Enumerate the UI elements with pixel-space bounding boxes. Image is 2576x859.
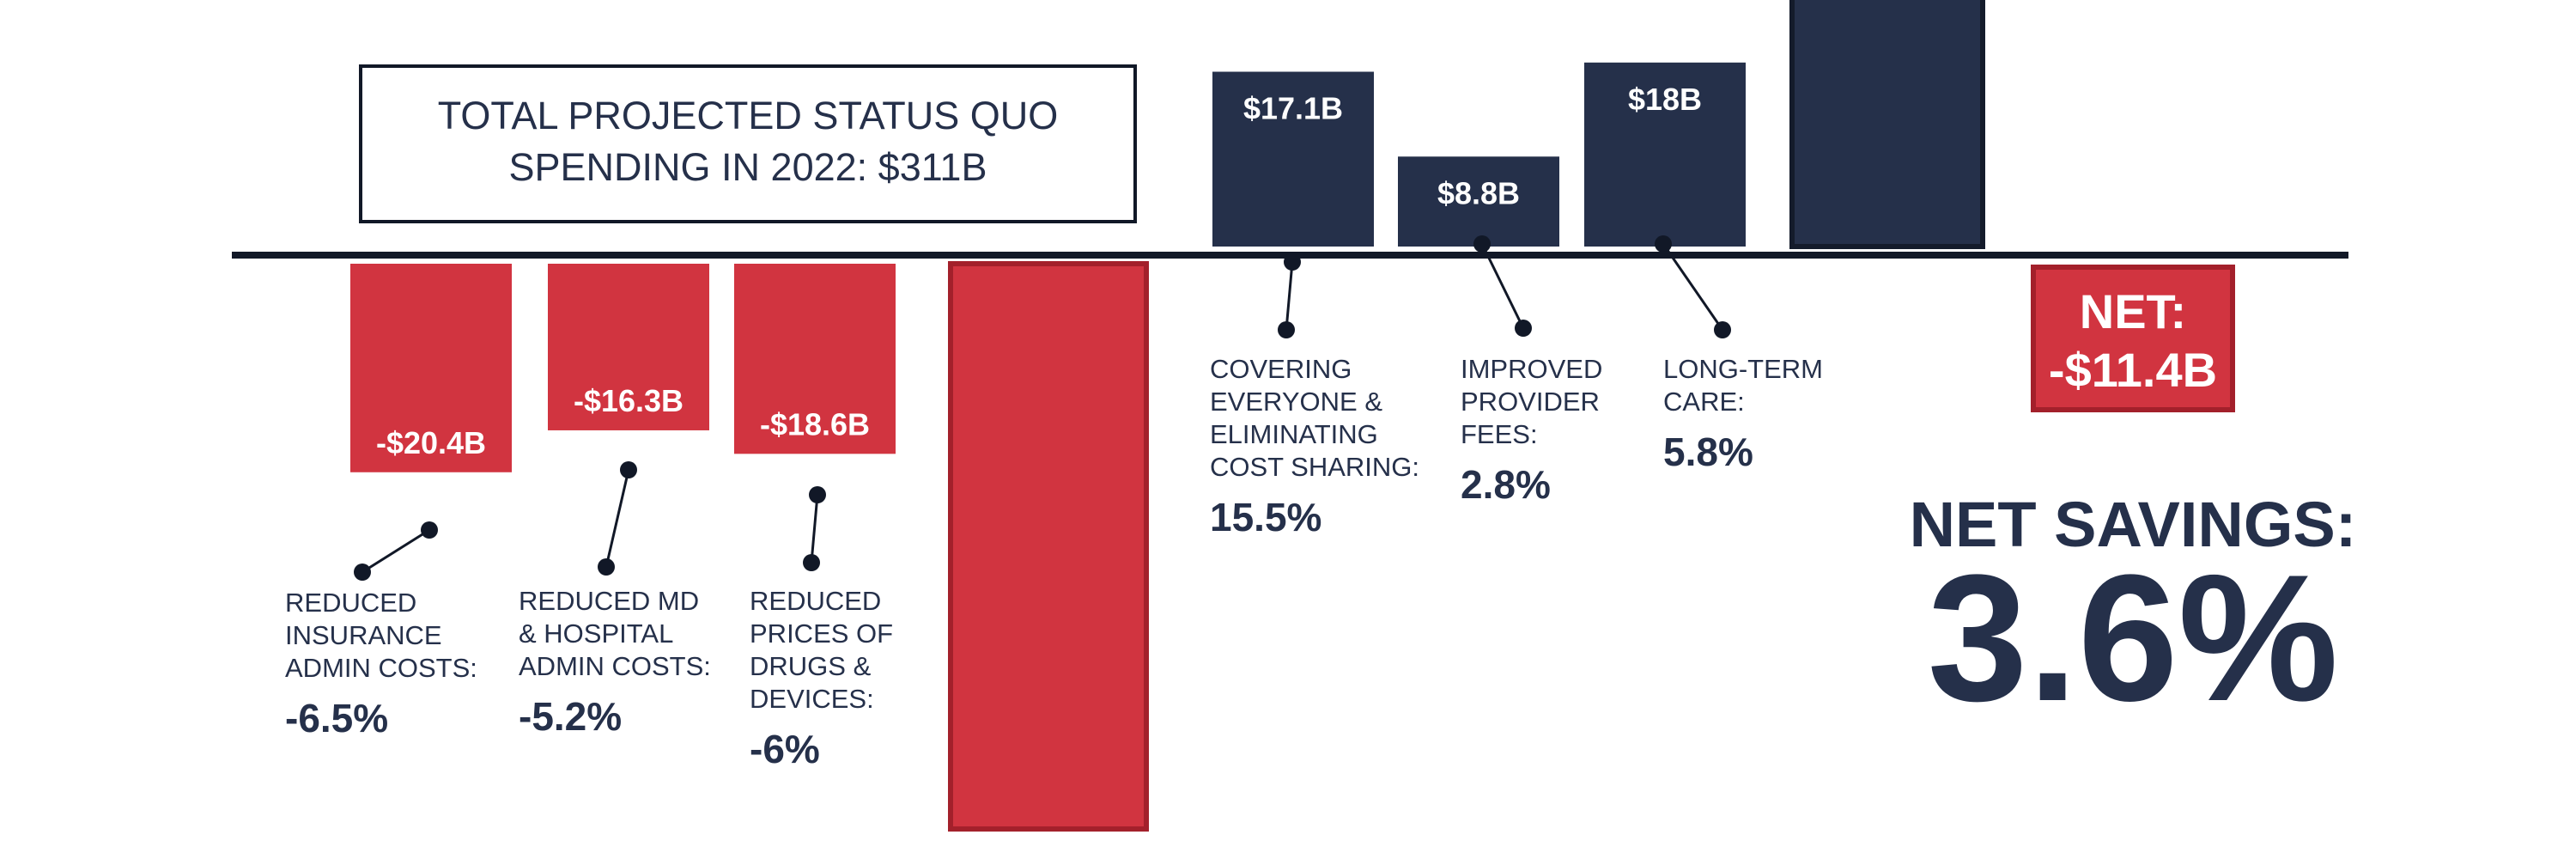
leader-dot bbox=[354, 564, 371, 581]
bar-covering-everyone bbox=[1212, 71, 1374, 247]
leader-line bbox=[361, 528, 430, 574]
bar-total-costs bbox=[1789, 0, 1985, 249]
bar-drugs-devices bbox=[734, 264, 896, 454]
net-badge bbox=[2031, 265, 2235, 412]
leader-dot bbox=[1655, 235, 1672, 253]
bar-value-label: -$18.6B bbox=[760, 406, 870, 442]
bar-provider-fees bbox=[1398, 156, 1559, 247]
category-label-line: EVERYONE & bbox=[1210, 387, 1382, 417]
category-label-line: COVERING bbox=[1210, 354, 1352, 384]
category-label-line: ADMIN COSTS: bbox=[519, 651, 711, 681]
category-label-line: PRICES OF bbox=[750, 618, 893, 649]
category-label-line: LONG-TERM bbox=[1663, 354, 1823, 384]
category-label-line: COST SHARING: bbox=[1210, 452, 1419, 482]
category-percent: 5.8% bbox=[1663, 430, 1753, 474]
bar-value-label: -$16.3B bbox=[574, 383, 683, 418]
category-label-line: IMPROVED bbox=[1461, 354, 1602, 384]
bar-insurance-admin bbox=[350, 264, 512, 472]
category-label-line: INSURANCE bbox=[285, 620, 442, 650]
category-label-line: & HOSPITAL bbox=[519, 618, 673, 649]
category-label-line: ELIMINATING bbox=[1210, 419, 1378, 449]
category-percent: 2.8% bbox=[1461, 462, 1551, 507]
leader-dot bbox=[598, 558, 615, 576]
category-percent: 15.5% bbox=[1210, 495, 1321, 539]
category-label-line: REDUCED MD bbox=[519, 586, 699, 616]
net-badge-line: -$11.4B bbox=[2049, 343, 2217, 397]
bar-total-savings bbox=[948, 261, 1149, 832]
bar-long-term-care bbox=[1584, 62, 1746, 247]
chart-title-line: SPENDING IN 2022: $311B bbox=[509, 145, 987, 189]
bar-md-hospital-admin bbox=[548, 264, 709, 430]
title-box bbox=[359, 64, 1137, 223]
category-label-line: PROVIDER bbox=[1461, 387, 1600, 417]
leader-dot bbox=[1278, 321, 1295, 338]
net-badge-line: NET: bbox=[2080, 284, 2186, 338]
leader-line bbox=[605, 469, 630, 568]
bar-value-label: $18B bbox=[1628, 82, 1702, 117]
category-label-line: CARE: bbox=[1663, 387, 1745, 417]
category-label-line: FEES: bbox=[1461, 419, 1538, 449]
category-label-line: REDUCED bbox=[285, 588, 416, 618]
leader-dot bbox=[1473, 235, 1491, 253]
net-savings-label: NET SAVINGS: bbox=[1910, 489, 2357, 560]
leader-dot bbox=[421, 521, 438, 539]
leader-dot bbox=[1714, 321, 1731, 338]
category-label-line: DRUGS & bbox=[750, 651, 872, 681]
leader-dot bbox=[1515, 320, 1532, 337]
leader-line bbox=[810, 494, 819, 564]
category-label-line: DEVICES: bbox=[750, 684, 874, 714]
leader-dot bbox=[620, 461, 637, 478]
category-percent: -6% bbox=[750, 727, 820, 771]
leader-dot bbox=[803, 554, 820, 571]
leader-dot bbox=[809, 486, 826, 503]
category-label-line: ADMIN COSTS: bbox=[285, 653, 477, 683]
category-label-line: REDUCED bbox=[750, 586, 881, 616]
chart-title-line: TOTAL PROJECTED STATUS QUO bbox=[438, 94, 1059, 137]
net-savings-value: 3.6% bbox=[1928, 537, 2339, 739]
leader-line bbox=[1285, 261, 1294, 331]
category-percent: -6.5% bbox=[285, 696, 388, 740]
bar-value-label: -$20.4B bbox=[376, 425, 486, 460]
bar-value-label: $17.1B bbox=[1243, 91, 1343, 126]
category-percent: -5.2% bbox=[519, 694, 622, 739]
bar-value-label: $8.8B bbox=[1437, 175, 1520, 210]
